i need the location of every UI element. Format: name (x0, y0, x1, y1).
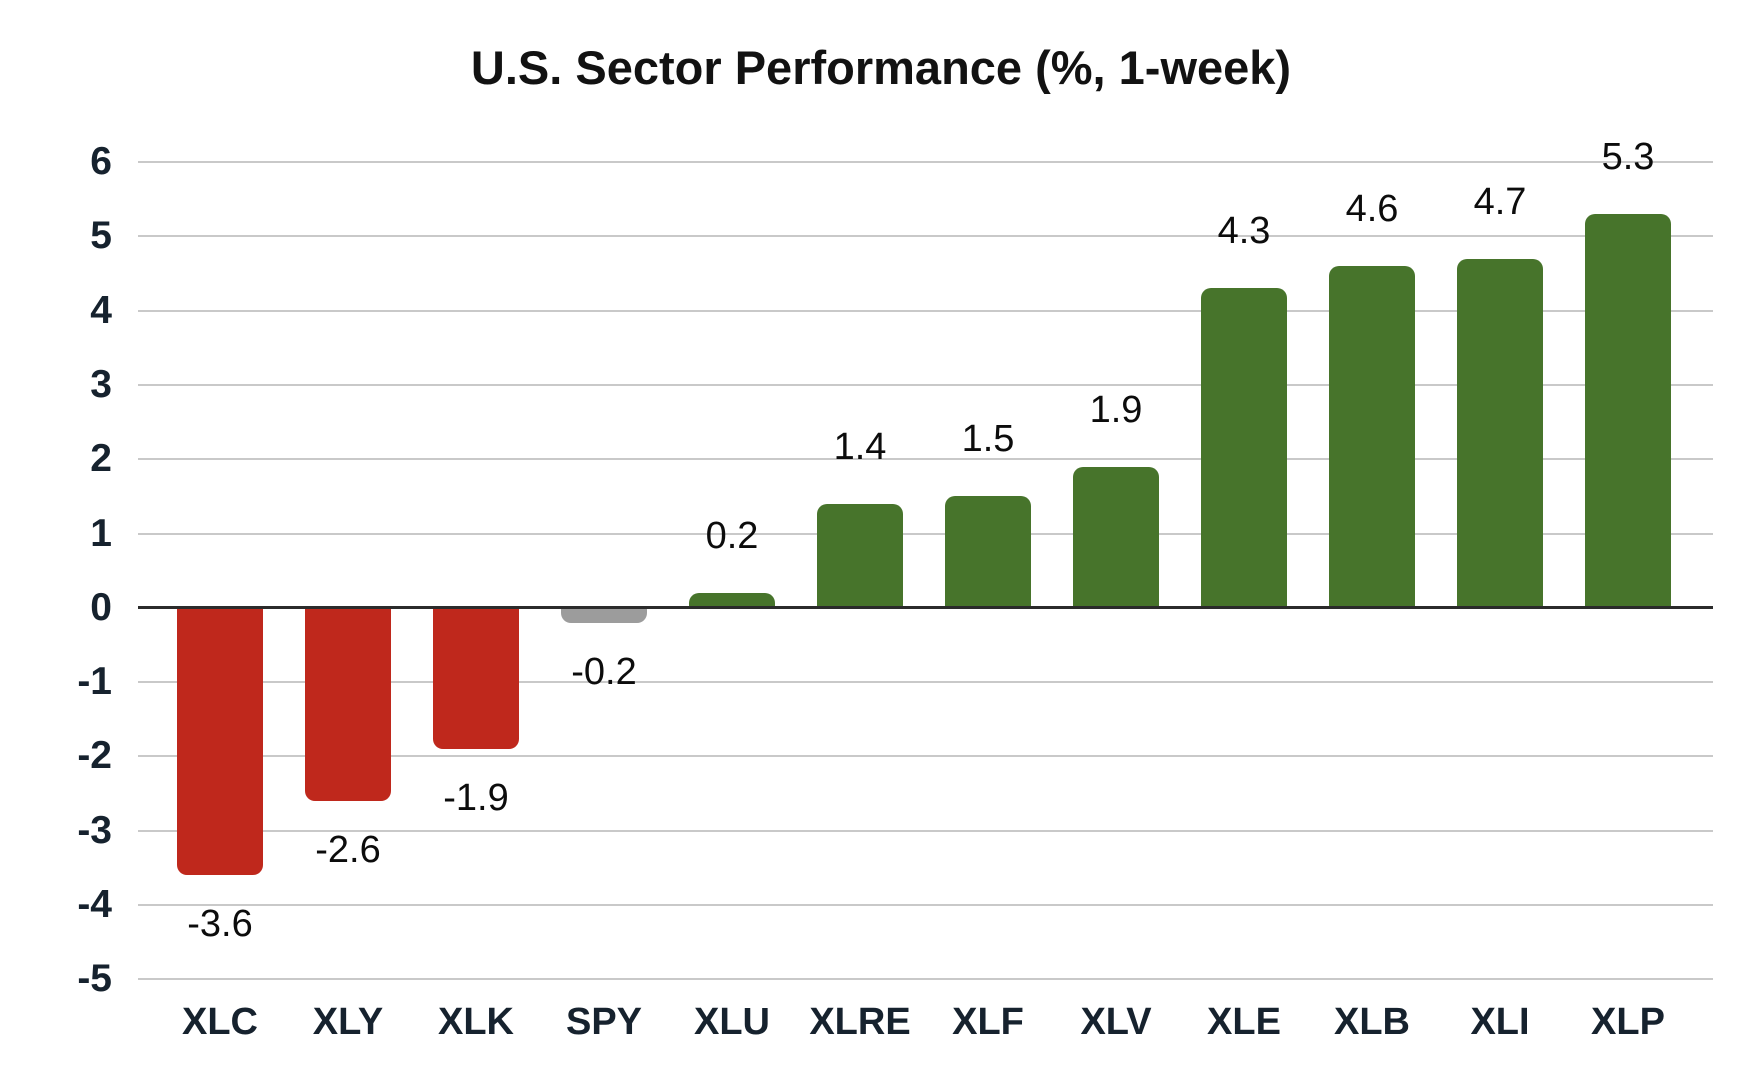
x-tick-label-XLE: XLE (1207, 1001, 1281, 1043)
gridline--2 (138, 755, 1713, 758)
x-tick-label-XLK: XLK (438, 1001, 514, 1043)
x-tick-label-XLP: XLP (1591, 1001, 1665, 1043)
y-tick-label-1: 1 (90, 511, 112, 555)
y-tick-label-6: 6 (90, 140, 112, 183)
x-tick-label-SPY: SPY (565, 1001, 643, 1043)
gridline--4 (138, 904, 1713, 906)
y-tick-label--2: -2 (77, 734, 112, 778)
value-label-XLC: -3.6 (187, 903, 253, 946)
x-tick-label-XLI: XLI (1470, 1001, 1530, 1043)
bar-XLP (1585, 214, 1671, 608)
gridline-2 (138, 458, 1713, 461)
value-label-XLV: 1.9 (1089, 388, 1143, 431)
gridline-3 (138, 383, 1713, 386)
bar-XLF (945, 496, 1031, 608)
value-label-XLE: 4.3 (1217, 210, 1271, 253)
chart-title: U.S. Sector Performance (%, 1-week) (470, 41, 1292, 94)
value-label-XLF: 1.5 (961, 418, 1015, 461)
gridline--3 (138, 829, 1713, 832)
bar-XLU (689, 592, 775, 608)
value-label-XLK: -1.9 (443, 776, 509, 819)
y-tick-label-3: 3 (90, 362, 112, 406)
gridline-1 (138, 532, 1713, 535)
gridline-4 (138, 309, 1713, 312)
x-tick-label-XLB: XLB (1334, 1001, 1410, 1043)
bar-XLK (433, 607, 519, 749)
y-tick-label-0: 0 (90, 585, 112, 629)
value-label-SPY: -0.2 (571, 650, 637, 693)
bar-XLB (1329, 266, 1415, 608)
gridline-5 (138, 235, 1713, 238)
y-tick-label--4: -4 (77, 883, 112, 926)
y-tick-label-5: 5 (90, 214, 112, 258)
value-label-XLB: 4.6 (1345, 188, 1399, 231)
bar-XLI (1457, 258, 1543, 608)
x-tick-label-XLU: XLU (694, 1001, 770, 1043)
x-tick-label-XLY: XLY (312, 1001, 384, 1043)
bar-XLE (1201, 288, 1287, 608)
bar-XLRE (817, 503, 903, 608)
zero-axis-line (138, 606, 1713, 610)
value-label-XLY: -2.6 (315, 828, 381, 871)
bar-XLY (305, 607, 391, 801)
gridline-6 (138, 161, 1713, 163)
gridline--5 (138, 978, 1713, 981)
value-label-XLP: 5.3 (1601, 136, 1655, 178)
x-tick-label-XLC: XLC (182, 1001, 258, 1043)
value-label-XLRE: 1.4 (833, 425, 887, 468)
y-tick-label--1: -1 (77, 660, 112, 704)
x-tick-label-XLF: XLF (952, 1001, 1024, 1043)
x-tick-label-XLRE: XLRE (809, 1001, 911, 1043)
gridline--1 (138, 681, 1713, 684)
bar-XLC (177, 607, 263, 876)
x-tick-label-XLV: XLV (1080, 1001, 1152, 1043)
bar-XLV (1073, 466, 1159, 608)
y-tick-label--3: -3 (77, 808, 112, 852)
y-tick-label--5: -5 (77, 957, 112, 1001)
value-label-XLI: 4.7 (1473, 180, 1527, 223)
y-tick-label-2: 2 (90, 437, 112, 481)
y-tick-label-4: 4 (90, 288, 112, 332)
value-label-XLU: 0.2 (705, 514, 759, 557)
bar-SPY (561, 607, 647, 623)
